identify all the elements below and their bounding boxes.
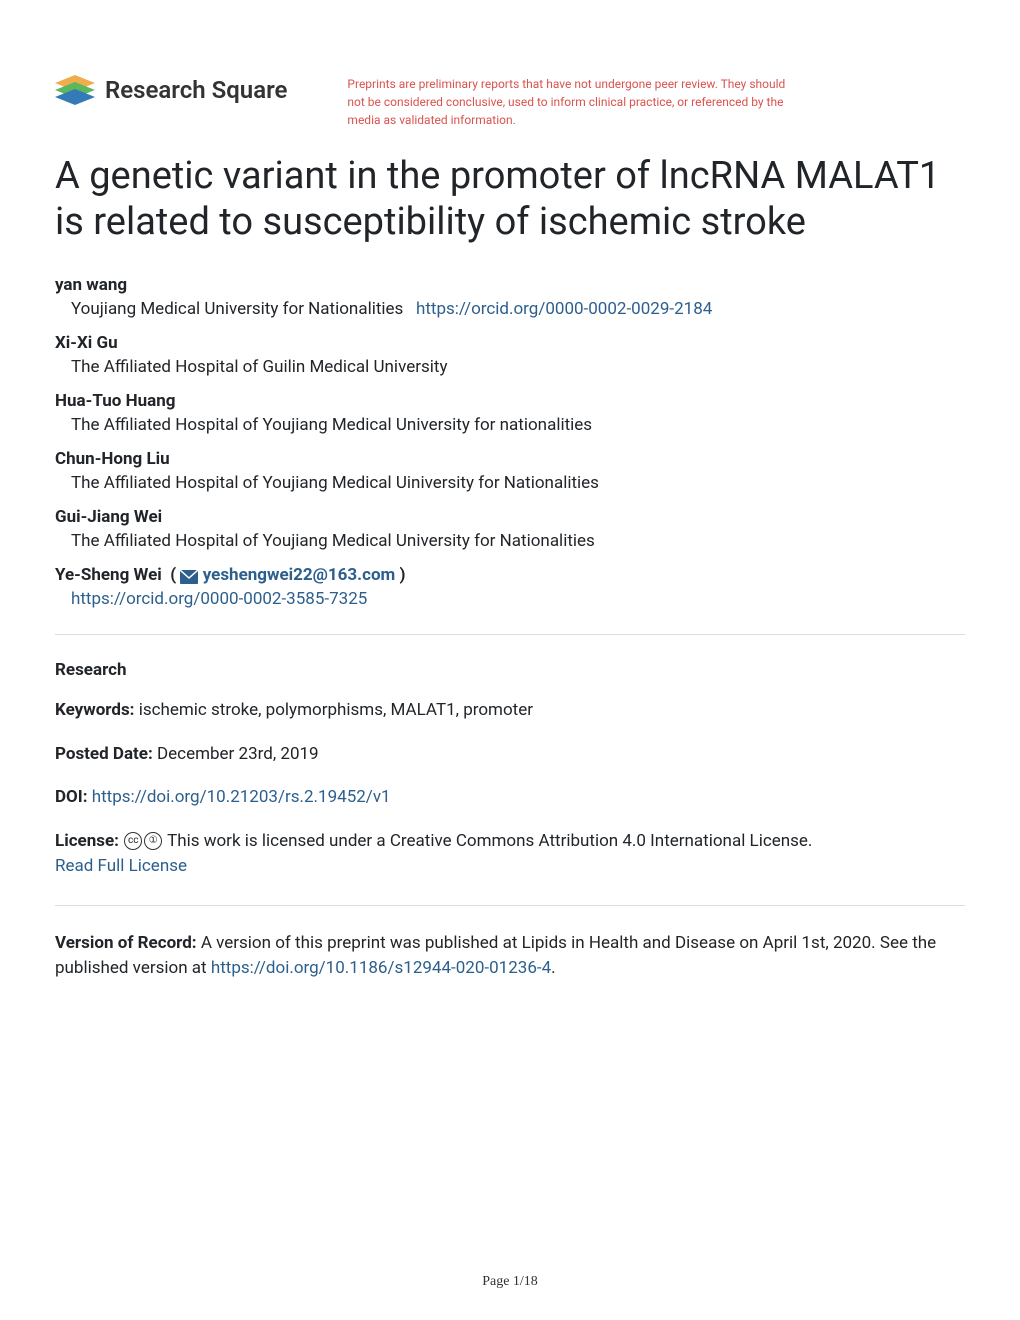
license-label: License: (55, 831, 119, 851)
divider (55, 634, 965, 635)
author-affiliation: The Affiliated Hospital of Youjiang Medi… (55, 473, 965, 493)
page-number: Page 1/18 (482, 1274, 538, 1290)
author-affiliation: The Affiliated Hospital of Youjiang Medi… (55, 531, 965, 551)
posted-date-label: Posted Date: (55, 744, 153, 764)
version-doi-link[interactable]: https://doi.org/10.1186/s12944-020-01236… (211, 958, 551, 978)
doi-label: DOI: (55, 787, 88, 807)
doi-link[interactable]: https://doi.org/10.21203/rs.2.19452/v1 (92, 787, 391, 807)
research-square-logo-icon (55, 75, 95, 105)
posted-date-row: Posted Date: December 23rd, 2019 (55, 742, 965, 768)
author-orcid: https://orcid.org/0000-0002-3585-7325 (55, 589, 965, 609)
author-item: Xi-Xi Gu The Affiliated Hospital of Guil… (55, 333, 965, 377)
logo-text: Research Square (105, 76, 287, 104)
logo-section: Research Square (55, 75, 287, 105)
author-item: Chun-Hong Liu The Affiliated Hospital of… (55, 449, 965, 493)
author-item: Ye-Sheng Wei ( yeshengwei22@163.com ) ht… (55, 565, 965, 609)
author-item: Hua-Tuo Huang The Affiliated Hospital of… (55, 391, 965, 435)
author-name: Ye-Sheng Wei ( yeshengwei22@163.com ) (55, 565, 965, 585)
orcid-link[interactable]: https://orcid.org/0000-0002-0029-2184 (416, 299, 712, 319)
doi-row: DOI: https://doi.org/10.21203/rs.2.19452… (55, 785, 965, 811)
license-text: This work is licensed under a Creative C… (167, 831, 812, 851)
keywords-label: Keywords: (55, 700, 134, 720)
author-item: yan wang Youjiang Medical University for… (55, 275, 965, 319)
keywords-value: ischemic stroke, polymorphisms, MALAT1, … (139, 700, 533, 720)
article-type: Research (55, 660, 965, 680)
author-name: Chun-Hong Liu (55, 449, 965, 469)
author-name: Hua-Tuo Huang (55, 391, 965, 411)
cc-by-icon: ① (144, 832, 162, 850)
preprint-disclaimer: Preprints are preliminary reports that h… (347, 75, 797, 129)
author-item: Gui-Jiang Wei The Affiliated Hospital of… (55, 507, 965, 551)
article-title: A genetic variant in the promoter of lnc… (55, 154, 965, 245)
version-row: Version of Record: A version of this pre… (55, 931, 965, 982)
license-link[interactable]: Read Full License (55, 856, 187, 876)
keywords-row: Keywords: ischemic stroke, polymorphisms… (55, 698, 965, 724)
author-affiliation: The Affiliated Hospital of Youjiang Medi… (55, 415, 965, 435)
author-name: Xi-Xi Gu (55, 333, 965, 353)
corresponding-email-link[interactable]: yeshengwei22@163.com (203, 565, 396, 585)
license-row: License: cc① This work is licensed under… (55, 829, 965, 880)
author-name: yan wang (55, 275, 965, 295)
divider (55, 905, 965, 906)
cc-icon: cc (124, 832, 142, 850)
page-header: Research Square Preprints are preliminar… (55, 75, 965, 129)
version-label: Version of Record: (55, 933, 197, 953)
envelope-icon (180, 569, 198, 583)
posted-date-value: December 23rd, 2019 (157, 744, 319, 764)
author-affiliation: Youjiang Medical University for National… (55, 299, 965, 319)
authors-list: yan wang Youjiang Medical University for… (55, 275, 965, 609)
orcid-link[interactable]: https://orcid.org/0000-0002-3585-7325 (71, 589, 367, 609)
author-affiliation: The Affiliated Hospital of Guilin Medica… (55, 357, 965, 377)
author-name: Gui-Jiang Wei (55, 507, 965, 527)
